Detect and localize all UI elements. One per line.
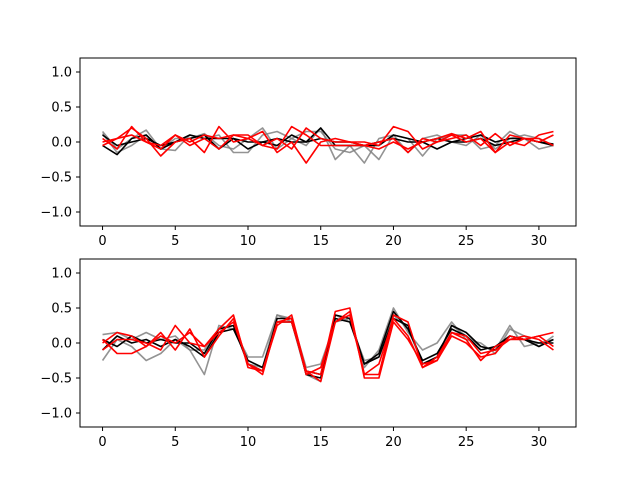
y-tick-label: 0.5: [51, 101, 72, 116]
y-tick-label: −0.5: [40, 372, 72, 387]
chart-panel-2: 0 5 10 15 20 25 30 −1.0 −0.5 0.0 0.5 1.0: [40, 258, 577, 450]
series-group: [101, 125, 554, 164]
x-tick-label: 10: [240, 435, 257, 450]
x-tick-label: 0: [98, 435, 106, 450]
x-tick-label: 20: [385, 234, 402, 249]
series-line-5: [102, 125, 554, 157]
y-tick-label: −1.0: [40, 407, 72, 422]
y-tick-label: −1.0: [40, 206, 72, 221]
y-tick-label: 0.5: [51, 302, 72, 317]
y-tick-label: 1.0: [51, 267, 72, 282]
x-tick-label: 30: [531, 435, 548, 450]
series-line-1: [101, 127, 554, 164]
y-tick-label: 0.0: [51, 337, 72, 352]
chart-panel-1: 0 5 10 15 20 25 30 −1.0 −0.5 0.0 0.5 1.0: [40, 57, 577, 249]
series-line-6: [102, 307, 554, 379]
y-tick-label: 1.0: [51, 66, 72, 81]
series-group: [101, 307, 554, 383]
x-tick-label: 5: [171, 435, 179, 450]
x-tick-label: 15: [312, 435, 329, 450]
x-tick-label: 20: [385, 435, 402, 450]
x-tick-label: 5: [171, 234, 179, 249]
series-line-7: [101, 314, 554, 383]
x-tick-label: 25: [458, 234, 475, 249]
x-tick-label: 10: [240, 234, 257, 249]
series-line-7: [102, 127, 554, 154]
x-tick-label: 0: [98, 234, 106, 249]
x-tick-label: 15: [312, 234, 329, 249]
x-tick-label: 25: [458, 435, 475, 450]
y-tick-label: −0.5: [40, 171, 72, 186]
x-tick-label: 30: [531, 234, 548, 249]
y-tick-label: 0.0: [51, 136, 72, 151]
